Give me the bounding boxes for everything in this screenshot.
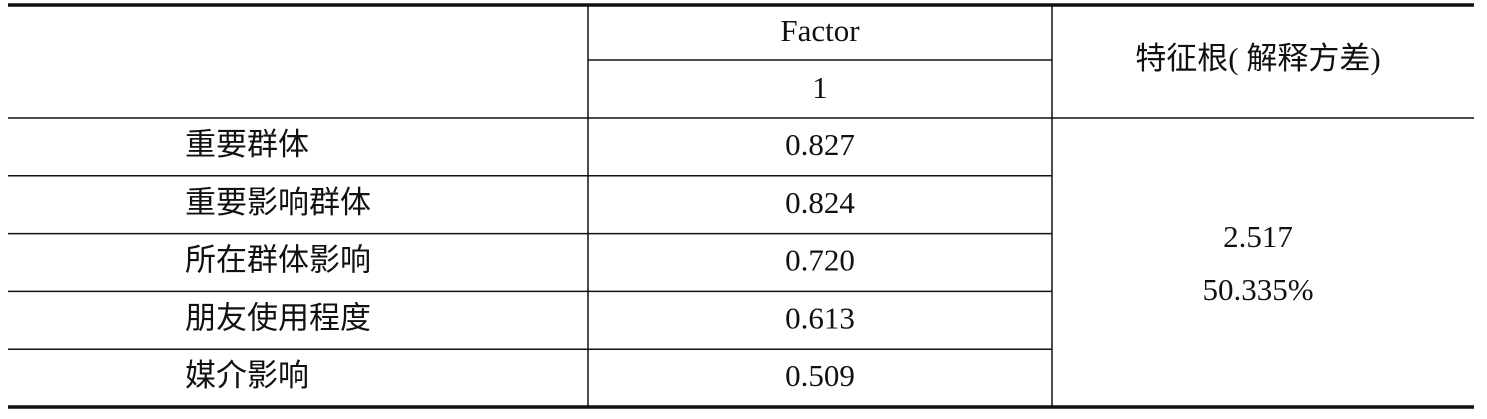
loading-value: 0.613	[785, 300, 855, 335]
loading-value: 0.824	[785, 185, 855, 220]
loading-value: 0.827	[785, 127, 855, 162]
eigenvalue: 2.517	[1223, 219, 1293, 254]
factor-header: Factor	[780, 13, 860, 48]
row-label: 重要影响群体	[185, 185, 371, 220]
row-label: 朋友使用程度	[185, 300, 371, 335]
variance: 50.335%	[1202, 272, 1313, 307]
factor-index: 1	[812, 70, 828, 105]
row-label: 媒介影响	[185, 358, 309, 393]
loading-value: 0.720	[785, 243, 855, 278]
row-label: 重要群体	[185, 127, 309, 162]
loading-value: 0.509	[785, 358, 855, 393]
row-label: 所在群体影响	[185, 243, 371, 278]
eigen-header: 特征根( 解释方差)	[1135, 41, 1380, 76]
